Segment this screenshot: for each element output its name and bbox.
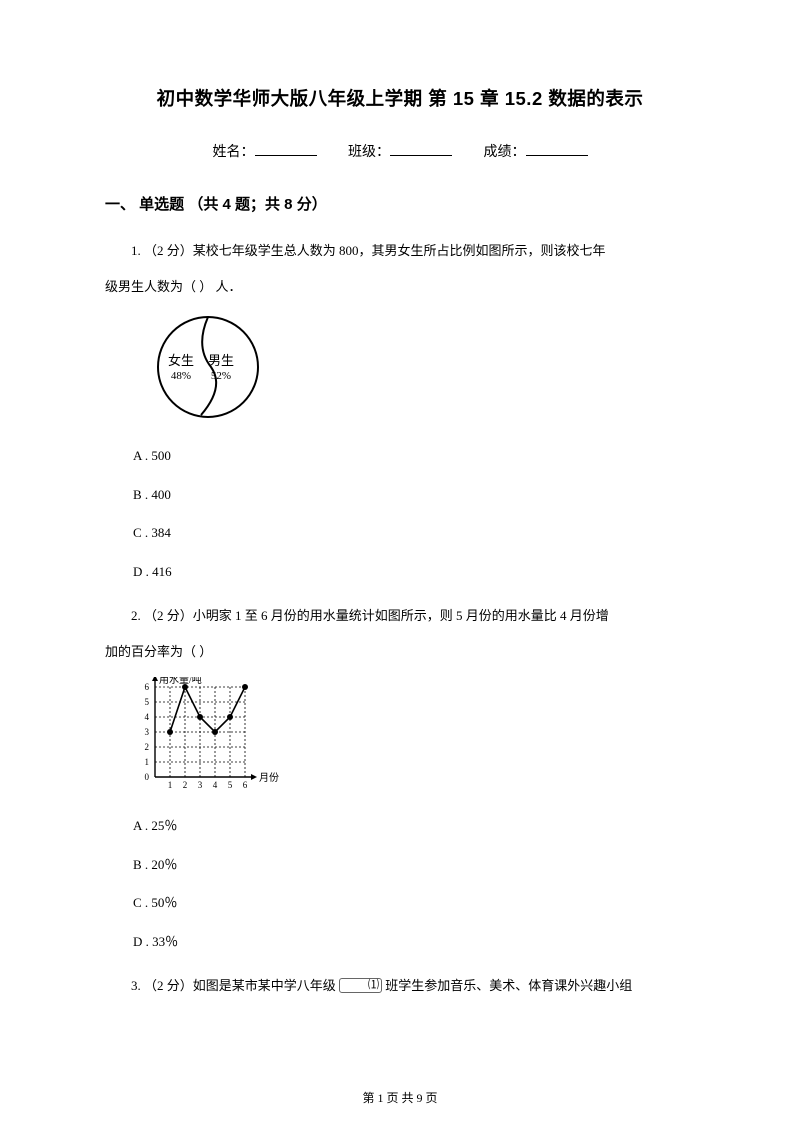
class-blank[interactable] <box>390 142 452 156</box>
svg-text:6: 6 <box>243 780 248 790</box>
q3-text-after: 班学生参加音乐、美术、体育课外兴趣小组 <box>385 978 632 993</box>
svg-text:月份: 月份 <box>259 772 279 784</box>
score-label: 成绩： <box>484 141 526 161</box>
q2-choice-a[interactable]: A . 25％ <box>133 816 695 837</box>
q1-text-line1: 1. （2 分）某校七年级学生总人数为 800，其男女生所占比例如图所示，则该校… <box>105 236 695 266</box>
svg-text:5: 5 <box>228 780 233 790</box>
svg-text:1: 1 <box>145 757 150 767</box>
q1-choice-b[interactable]: B . 400 <box>133 485 695 506</box>
student-info-line: 姓名： 班级： 成绩： <box>105 141 695 161</box>
q3-marker-icon: ⑴ <box>339 978 382 993</box>
svg-text:2: 2 <box>183 780 188 790</box>
q2-choice-b[interactable]: B . 20％ <box>133 855 695 876</box>
q3-text: 3. （2 分）如图是某市某中学八年级 ⑴ 班学生参加音乐、美术、体育课外兴趣小… <box>105 971 695 1001</box>
q1-text-line2: 级男生人数为（ ） 人． <box>105 272 695 302</box>
q1-choice-d[interactable]: D . 416 <box>133 562 695 583</box>
score-blank[interactable] <box>526 142 588 156</box>
section-heading-1: 一、 单选题 （共 4 题；共 8 分） <box>105 193 695 214</box>
page-footer: 第 1 页 共 9 页 <box>0 1089 800 1106</box>
svg-text:4: 4 <box>213 780 218 790</box>
q1-choice-c[interactable]: C . 384 <box>133 523 695 544</box>
q2-choice-d[interactable]: D . 33％ <box>133 932 695 953</box>
svg-text:女生: 女生 <box>168 353 194 368</box>
q3-text-before: 3. （2 分）如图是某市某中学八年级 <box>131 978 336 993</box>
svg-text:2: 2 <box>145 742 150 752</box>
svg-text:0: 0 <box>145 772 150 782</box>
svg-text:3: 3 <box>198 780 203 790</box>
name-blank[interactable] <box>255 142 317 156</box>
svg-text:1: 1 <box>168 780 173 790</box>
svg-text:用水量/吨: 用水量/吨 <box>159 677 202 686</box>
svg-text:3: 3 <box>145 727 150 737</box>
q2-line-chart: 0123456123456用水量/吨月份 <box>133 677 695 802</box>
name-label: 姓名： <box>213 141 255 161</box>
q2-text-line2: 加的百分率为（ ） <box>105 637 695 667</box>
svg-text:4: 4 <box>145 712 150 722</box>
q1-choice-a[interactable]: A . 500 <box>133 446 695 467</box>
class-label: 班级： <box>348 141 390 161</box>
q2-choice-c[interactable]: C . 50％ <box>133 893 695 914</box>
svg-text:5: 5 <box>145 697 150 707</box>
svg-text:6: 6 <box>145 682 150 692</box>
page-title: 初中数学华师大版八年级上学期 第 15 章 15.2 数据的表示 <box>105 85 695 111</box>
q1-pie-chart: 女生 48% 男生 52% <box>133 312 695 432</box>
svg-text:52%: 52% <box>211 370 231 382</box>
q2-text-line1: 2. （2 分）小明家 1 至 6 月份的用水量统计如图所示，则 5 月份的用水… <box>105 601 695 631</box>
svg-text:男生: 男生 <box>208 353 234 368</box>
svg-text:48%: 48% <box>171 370 191 382</box>
